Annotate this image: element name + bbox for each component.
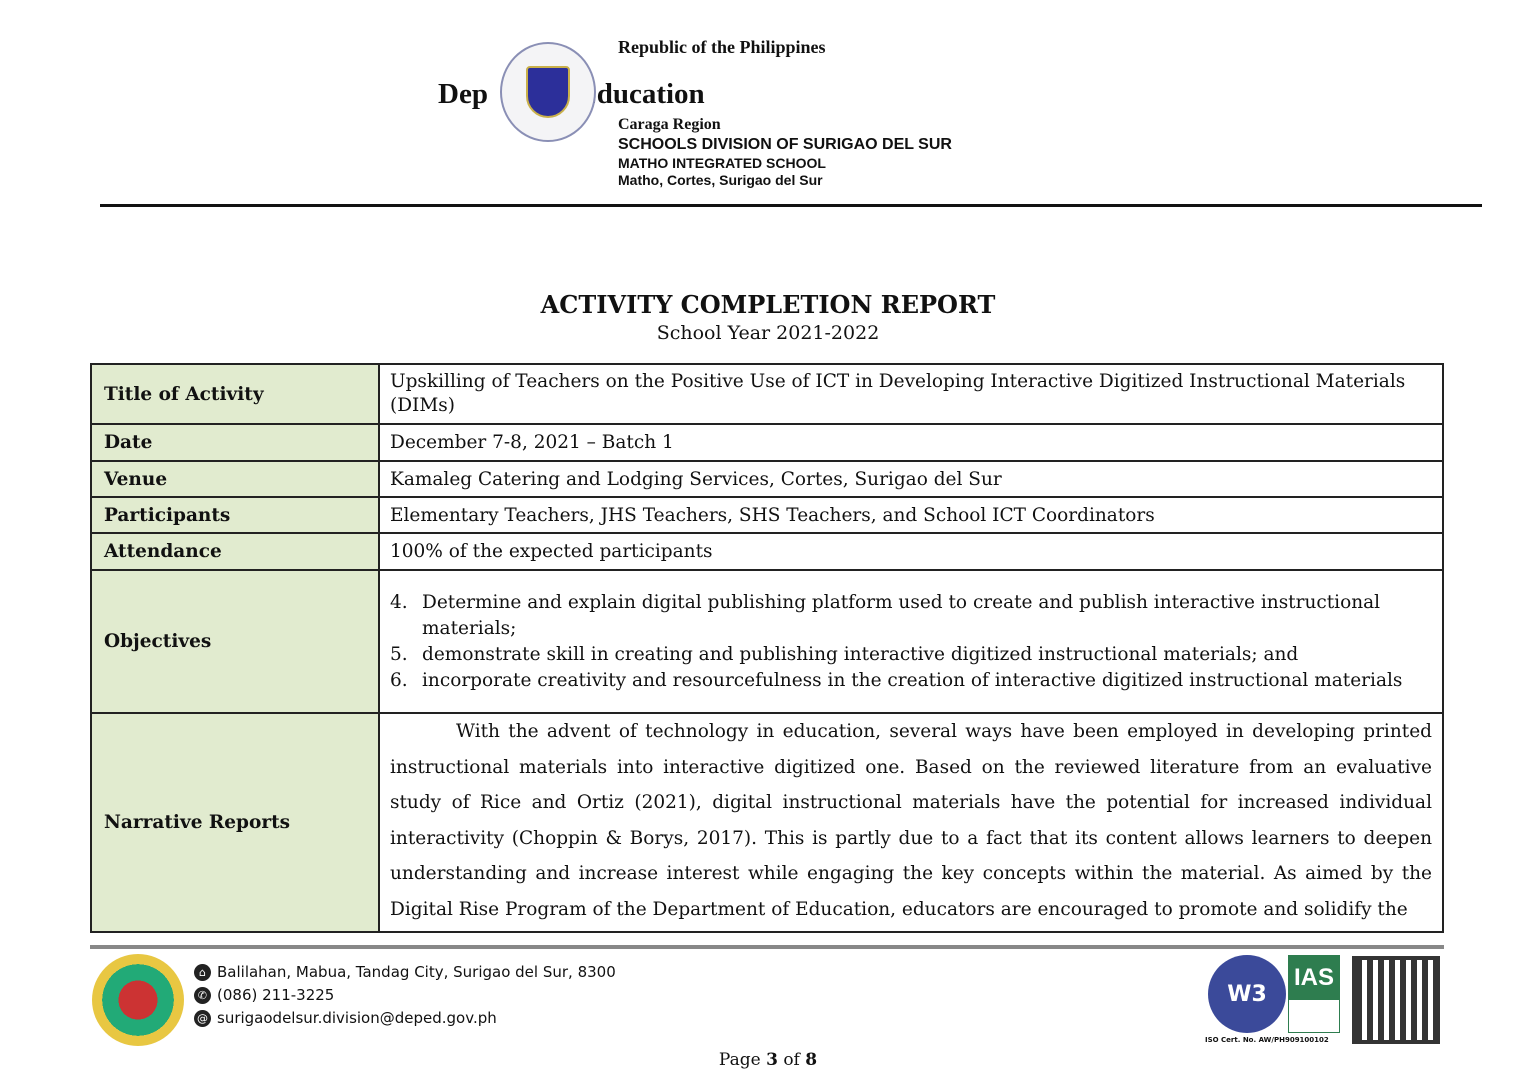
qr-code bbox=[1352, 956, 1440, 1044]
table-row: Participants Elementary Teachers, JHS Tea… bbox=[90, 496, 1444, 534]
label-narrative: Narrative Reports bbox=[90, 712, 380, 933]
value-title: Upskilling of Teachers on the Positive U… bbox=[378, 363, 1444, 425]
deped-seal-logo bbox=[500, 42, 596, 142]
dept-left: Dep bbox=[438, 78, 488, 110]
division-seal-logo bbox=[92, 954, 184, 1046]
table-row: Narrative Reports With the advent of tech… bbox=[90, 712, 1444, 933]
school-name: MATHO INTEGRATED SCHOOL bbox=[618, 155, 826, 171]
ias-accreditation-logo: IAS bbox=[1288, 955, 1340, 1033]
value-participants: Elementary Teachers, JHS Teachers, SHS T… bbox=[378, 496, 1444, 534]
header-divider bbox=[100, 204, 1482, 207]
label-attendance: Attendance bbox=[90, 532, 380, 571]
home-icon: ⌂ bbox=[194, 963, 211, 981]
footer-divider bbox=[90, 945, 1444, 949]
footer-phone: ✆ (086) 211-3225 bbox=[194, 986, 334, 1004]
email-icon: @ bbox=[194, 1009, 211, 1027]
label-date: Date bbox=[90, 423, 380, 462]
table-row: Venue Kamaleg Catering and Lodging Servic… bbox=[90, 460, 1444, 498]
region-text: Caraga Region bbox=[618, 116, 721, 133]
division-text: SCHOOLS DIVISION OF SURIGAO DEL SUR bbox=[618, 136, 952, 153]
footer-email: @ surigaodelsur.division@deped.gov.ph bbox=[194, 1009, 497, 1027]
value-venue: Kamaleg Catering and Lodging Services, C… bbox=[378, 460, 1444, 498]
value-date: December 7-8, 2021 – Batch 1 bbox=[378, 423, 1444, 462]
republic-text: Republic of the Philippines bbox=[618, 37, 826, 57]
school-address: Matho, Cortes, Surigao del Sur bbox=[618, 172, 823, 188]
table-row: Title of Activity Upskilling of Teachers … bbox=[90, 363, 1444, 425]
objective-item: 5. demonstrate skill in creating and publ… bbox=[390, 643, 1299, 665]
label-venue: Venue bbox=[90, 460, 380, 498]
report-table: Title of Activity Upskilling of Teachers … bbox=[90, 363, 1444, 933]
table-row: Date December 7-8, 2021 – Batch 1 bbox=[90, 423, 1444, 462]
school-year: School Year 2021-2022 bbox=[656, 322, 880, 344]
objective-item: 6. incorporate creativity and resourceful… bbox=[390, 669, 1403, 691]
label-title: Title of Activity bbox=[90, 363, 380, 425]
value-attendance: 100% of the expected participants bbox=[378, 532, 1444, 571]
objective-item: 4. Determine and explain digital publishi… bbox=[390, 591, 1381, 639]
report-title: ACTIVITY COMPLETION REPORT bbox=[540, 290, 996, 319]
iso-cert-text: ISO Cert. No. AW/PH909100102 bbox=[1205, 1036, 1329, 1044]
label-objectives: Objectives bbox=[90, 569, 380, 714]
table-row: Objectives 4. Determine and explain digit… bbox=[90, 569, 1444, 714]
footer-address: ⌂ Balilahan, Mabua, Tandag City, Surigao … bbox=[194, 963, 616, 981]
page-number: Page 3 of 8 bbox=[718, 1050, 818, 1070]
w3-certification-logo: W3 bbox=[1208, 955, 1286, 1033]
phone-icon: ✆ bbox=[194, 986, 211, 1004]
label-participants: Participants bbox=[90, 496, 380, 534]
objectives-list: 4. Determine and explain digital publishi… bbox=[390, 576, 1432, 708]
narrative-text: With the advent of technology in educati… bbox=[390, 721, 1432, 920]
table-row: Attendance 100% of the expected participa… bbox=[90, 532, 1444, 571]
